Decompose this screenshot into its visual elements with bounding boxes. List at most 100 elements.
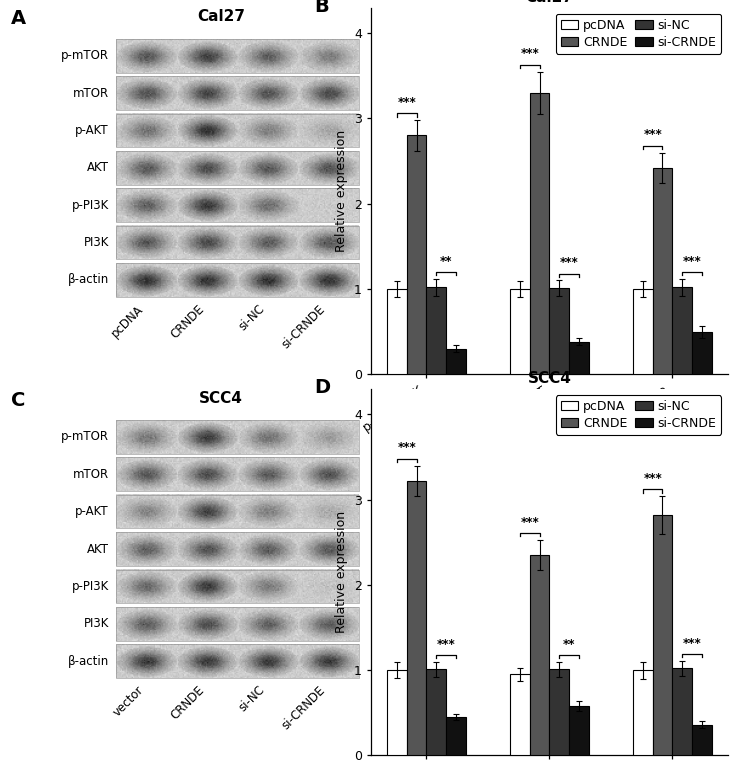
Bar <box>298 532 359 566</box>
Text: si-CRNDE: si-CRNDE <box>280 302 329 351</box>
Text: CRNDE: CRNDE <box>168 302 207 341</box>
Bar <box>116 420 176 454</box>
Bar <box>237 151 298 185</box>
Bar <box>176 226 237 259</box>
Bar <box>298 151 359 185</box>
Bar <box>116 76 176 110</box>
Legend: pcDNA, CRNDE, si-NC, si-CRNDE: pcDNA, CRNDE, si-NC, si-CRNDE <box>556 14 721 53</box>
Bar <box>116 263 359 297</box>
Bar <box>569 342 589 374</box>
Bar <box>549 288 569 374</box>
Text: SCC4: SCC4 <box>199 391 243 406</box>
Bar <box>237 607 298 641</box>
Bar <box>446 349 466 374</box>
Y-axis label: Relative expression: Relative expression <box>335 511 348 633</box>
Bar <box>298 457 359 491</box>
Text: D: D <box>314 378 330 397</box>
Bar <box>298 420 359 454</box>
Bar <box>298 76 359 110</box>
Bar <box>176 607 237 641</box>
Bar <box>116 644 176 678</box>
Bar <box>653 515 673 755</box>
Text: ***: *** <box>559 256 578 269</box>
Bar <box>510 289 530 374</box>
Bar <box>116 457 176 491</box>
Bar <box>298 226 359 259</box>
Bar <box>116 607 176 641</box>
Bar <box>176 569 237 604</box>
Bar <box>426 669 446 755</box>
Text: **: ** <box>563 638 576 651</box>
Bar <box>176 420 237 454</box>
Text: ***: *** <box>398 442 416 455</box>
Title: Cal27: Cal27 <box>526 0 573 5</box>
Bar <box>298 644 359 678</box>
Text: ***: *** <box>683 255 701 268</box>
Bar <box>237 494 298 529</box>
Bar <box>569 706 589 755</box>
Bar <box>116 188 359 222</box>
Bar <box>116 420 359 454</box>
Text: p-AKT: p-AKT <box>76 124 109 137</box>
Bar <box>692 332 711 374</box>
Text: ***: *** <box>398 96 416 109</box>
Bar <box>116 151 176 185</box>
Bar <box>653 168 673 374</box>
Bar <box>237 569 298 604</box>
Bar <box>116 39 176 72</box>
Text: si-CRNDE: si-CRNDE <box>280 684 329 732</box>
Bar <box>298 114 359 147</box>
Bar <box>298 263 359 297</box>
Bar <box>426 287 446 374</box>
Text: si-NC: si-NC <box>237 684 268 715</box>
Bar <box>530 555 549 755</box>
Bar <box>387 670 406 755</box>
Text: AKT: AKT <box>87 161 109 174</box>
Text: Cal27: Cal27 <box>197 9 245 24</box>
Bar <box>176 76 237 110</box>
Bar <box>116 76 359 110</box>
Text: p-PI3K: p-PI3K <box>72 198 109 211</box>
Bar <box>176 188 237 222</box>
Bar <box>237 532 298 566</box>
Bar <box>298 188 359 222</box>
Text: mTOR: mTOR <box>73 468 109 481</box>
Text: ***: *** <box>520 516 539 529</box>
Bar <box>673 287 692 374</box>
Text: C: C <box>11 391 25 410</box>
Bar <box>633 289 653 374</box>
Bar <box>298 39 359 72</box>
Bar <box>116 188 176 222</box>
Bar <box>116 494 176 529</box>
Bar <box>176 532 237 566</box>
Bar <box>116 114 359 147</box>
Text: ***: *** <box>643 128 662 141</box>
Text: vector: vector <box>111 684 146 720</box>
Bar <box>237 76 298 110</box>
Bar <box>549 669 569 755</box>
Bar <box>237 263 298 297</box>
Bar <box>237 114 298 147</box>
Text: CRNDE: CRNDE <box>168 684 207 722</box>
Text: p-AKT: p-AKT <box>76 505 109 518</box>
Y-axis label: Relative expression: Relative expression <box>335 130 348 252</box>
Bar <box>237 188 298 222</box>
Text: pcDNA: pcDNA <box>109 302 146 340</box>
Text: β-actin: β-actin <box>68 273 109 286</box>
Text: A: A <box>11 9 26 28</box>
Bar <box>298 607 359 641</box>
Bar <box>298 569 359 604</box>
Bar <box>176 494 237 529</box>
Text: AKT: AKT <box>87 542 109 555</box>
Bar <box>116 532 176 566</box>
Bar <box>116 226 176 259</box>
Bar <box>116 39 359 72</box>
Bar <box>116 494 359 529</box>
Text: p-PI3K: p-PI3K <box>72 580 109 593</box>
Bar <box>116 569 359 604</box>
Text: p-mTOR: p-mTOR <box>61 49 109 62</box>
Legend: pcDNA, CRNDE, si-NC, si-CRNDE: pcDNA, CRNDE, si-NC, si-CRNDE <box>556 395 721 435</box>
Text: β-actin: β-actin <box>68 655 109 668</box>
Text: PI3K: PI3K <box>84 236 109 249</box>
Bar <box>530 93 549 374</box>
